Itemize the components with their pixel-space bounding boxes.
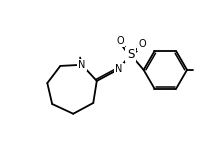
Text: O: O: [117, 36, 124, 46]
Text: S: S: [127, 48, 134, 61]
Text: N: N: [115, 64, 122, 74]
Text: N: N: [78, 60, 86, 70]
Text: O: O: [138, 39, 146, 49]
